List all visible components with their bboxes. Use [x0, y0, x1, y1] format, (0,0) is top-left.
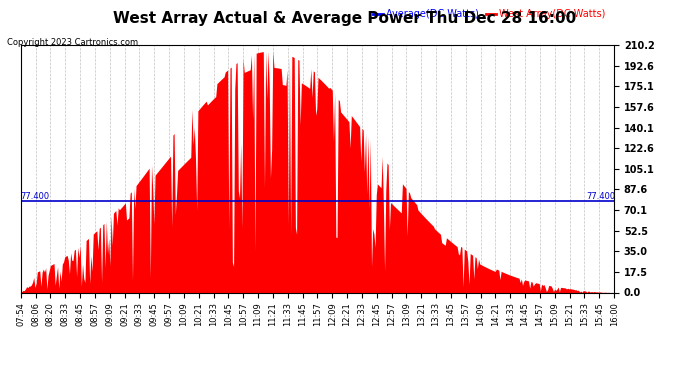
Text: West Array Actual & Average Power Thu Dec 28 16:00: West Array Actual & Average Power Thu De… [113, 11, 577, 26]
Legend: Average(DC Watts), West Array(DC Watts): Average(DC Watts), West Array(DC Watts) [369, 5, 609, 23]
Text: 77.400: 77.400 [21, 192, 50, 201]
Text: Copyright 2023 Cartronics.com: Copyright 2023 Cartronics.com [7, 38, 138, 47]
Text: 77.400: 77.400 [586, 192, 615, 201]
